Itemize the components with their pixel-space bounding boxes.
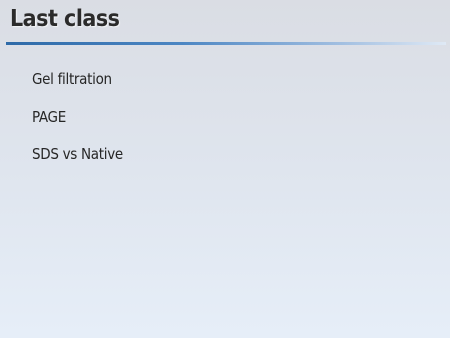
bullet: SDS vs Native <box>32 145 123 163</box>
slide-title: Last class <box>10 6 120 32</box>
bullet: PAGE <box>32 107 66 126</box>
title-rule <box>6 42 446 45</box>
bullet: Gel filtration <box>32 70 112 88</box>
bullet-list: Gel filtration PAGE SDS vs Native <box>32 70 123 183</box>
